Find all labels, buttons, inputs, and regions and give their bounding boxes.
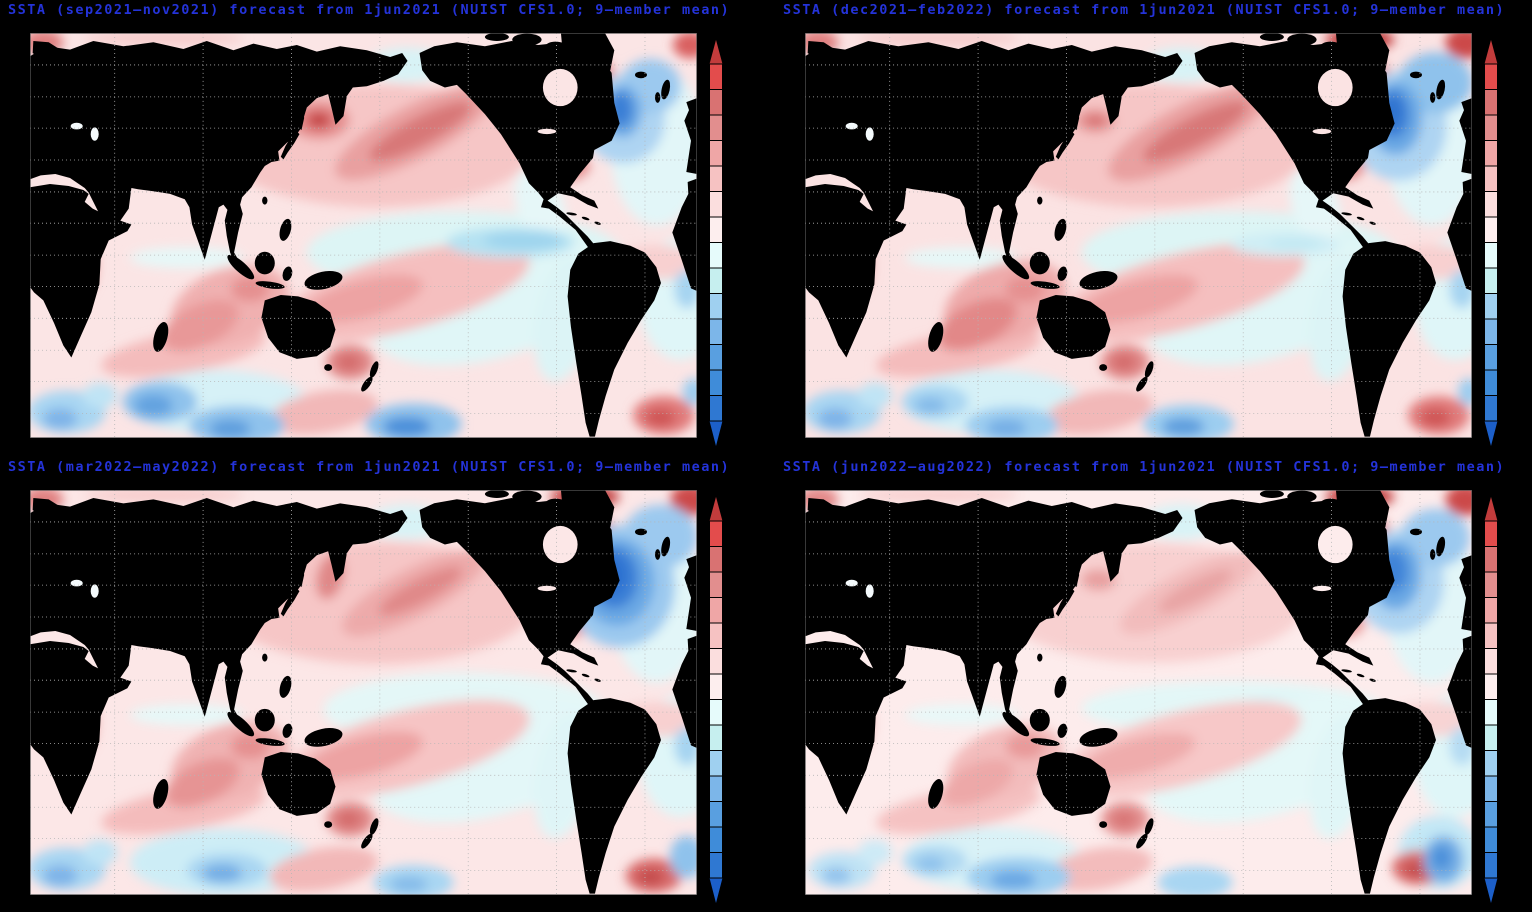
map-frame [30,33,697,438]
colorbar-step [709,775,723,802]
colorbar-arrow-up [1483,494,1499,522]
colorbar-step [709,801,723,828]
colorbar-step [709,571,723,598]
panel-jun2022-aug2022: SSTA (jun2022–aug2022) forecast from 1ju… [775,457,1532,912]
colorbar-step [709,648,723,675]
panel-title: SSTA (sep2021–nov2021) forecast from 1ju… [8,2,731,18]
colorbar-step [1484,775,1498,802]
colorbar-step [1484,852,1498,879]
panel-sep2021-nov2021: SSTA (sep2021–nov2021) forecast from 1ju… [0,0,762,455]
colorbar-step [709,724,723,751]
colorbar-arrow-down [708,877,724,906]
colorbar-step [709,750,723,777]
colorbar-step [1484,165,1498,192]
panel-title: SSTA (dec2021–feb2022) forecast from 1ju… [783,2,1506,18]
colorbar-step [1484,546,1498,573]
colorbar-step [709,242,723,269]
colorbar-step [709,826,723,853]
colorbar-step [1484,622,1498,649]
map-panel-1 [30,33,697,438]
colorbar-panel-1 [707,37,725,449]
colorbar-step [1484,267,1498,294]
colorbar-step [709,395,723,422]
panel-dec2021-feb2022: SSTA (dec2021–feb2022) forecast from 1ju… [775,0,1532,455]
colorbar-step [709,191,723,218]
colorbar-panel-4 [1482,494,1500,906]
colorbar-arrow-down [1483,420,1499,449]
colorbar-step [709,293,723,320]
colorbar-step [1484,571,1498,598]
colorbar-step [709,520,723,547]
colorbar-step [709,673,723,700]
panel-mar2022-may2022: SSTA (mar2022–may2022) forecast from 1ju… [0,457,762,912]
colorbar-step [1484,699,1498,726]
colorbar-step [709,344,723,371]
colorbar-step [1484,801,1498,828]
colorbar-step [709,852,723,879]
colorbar-step [709,597,723,624]
map-frame [805,33,1472,438]
colorbar-arrow-down [708,420,724,449]
colorbar-step [709,89,723,116]
colorbar-step [709,267,723,294]
colorbar-arrow-up [1483,37,1499,65]
colorbar-step [709,318,723,345]
colorbar-step [709,622,723,649]
map-panel-2 [805,33,1472,438]
anomaly-field [805,33,1472,438]
colorbar-step [1484,724,1498,751]
colorbar-arrow-up [708,494,724,522]
colorbar-step [1484,520,1498,547]
colorbar-panel-2 [1482,37,1500,449]
map-frame [805,490,1472,895]
colorbar-step [1484,344,1498,371]
colorbar-step [709,63,723,90]
colorbar-step [709,369,723,396]
colorbar-arrow-up [708,37,724,65]
colorbar-arrow-down [1483,877,1499,906]
colorbar-step [1484,140,1498,167]
colorbar-step [709,216,723,243]
colorbar-step [1484,242,1498,269]
colorbar-step [709,546,723,573]
colorbar-step [709,114,723,141]
colorbar-panel-3 [707,494,725,906]
colorbar-step [1484,63,1498,90]
colorbar-step [1484,597,1498,624]
colorbar-step [1484,673,1498,700]
colorbar-step [709,699,723,726]
panel-title: SSTA (jun2022–aug2022) forecast from 1ju… [783,459,1506,475]
map-panel-3 [30,490,697,895]
colorbar-step [1484,293,1498,320]
colorbar-step [1484,369,1498,396]
panel-title: SSTA (mar2022–may2022) forecast from 1ju… [8,459,731,475]
colorbar-step [709,165,723,192]
colorbar-step [1484,395,1498,422]
colorbar-step [1484,89,1498,116]
colorbar-step [1484,750,1498,777]
colorbar-step [1484,114,1498,141]
colorbar-step [709,140,723,167]
colorbar-step [1484,826,1498,853]
colorbar-step [1484,191,1498,218]
colorbar-step [1484,318,1498,345]
map-frame [30,490,697,895]
colorbar-step [1484,216,1498,243]
colorbar-step [1484,648,1498,675]
map-panel-4 [805,490,1472,895]
